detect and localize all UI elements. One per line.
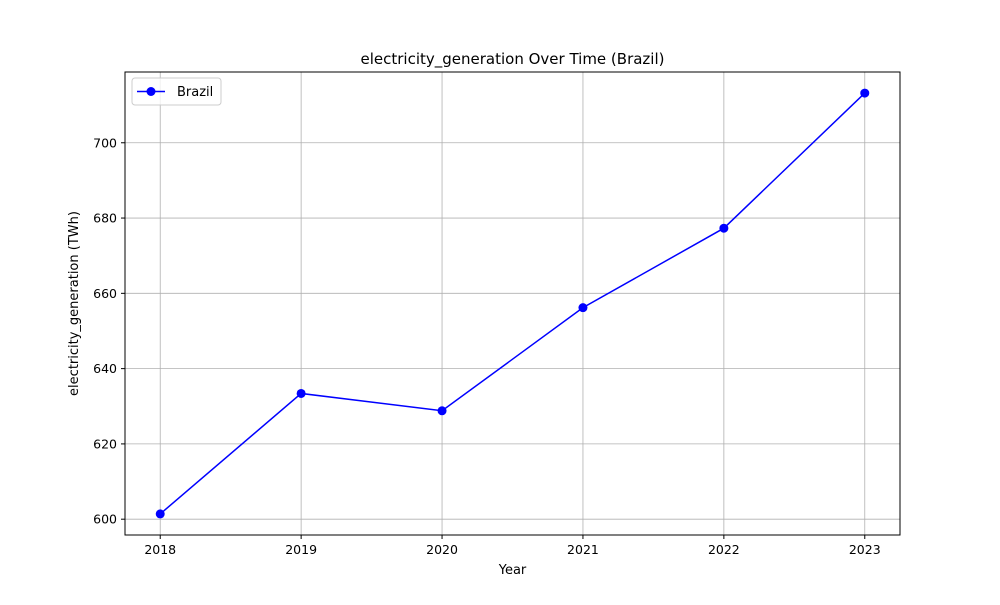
- legend-label-brazil: Brazil: [177, 85, 213, 100]
- x-tick-label: 2019: [285, 542, 317, 557]
- y-tick-label: 600: [93, 512, 117, 527]
- data-point-2021: [578, 303, 588, 313]
- grid-lines: [125, 72, 900, 535]
- y-axis-label: electricity_generation (TWh): [67, 211, 82, 396]
- x-tick-label: 2018: [144, 542, 176, 557]
- x-axis-label: Year: [498, 563, 527, 578]
- series-layer: [155, 88, 870, 519]
- chart-title: electricity_generation Over Time (Brazil…: [361, 50, 665, 69]
- y-tick-label: 640: [93, 361, 117, 376]
- data-point-2018: [155, 509, 165, 519]
- x-tick-label: 2022: [708, 542, 740, 557]
- x-tick-label: 2020: [426, 542, 458, 557]
- series-line-brazil: [159, 92, 866, 515]
- plot-area-frame: [124, 71, 901, 536]
- data-point-2019: [296, 388, 306, 398]
- y-tick-label: 620: [93, 436, 117, 451]
- legend-marker-swatch: [146, 87, 156, 96]
- data-point-2023: [860, 88, 870, 98]
- data-point-2022: [719, 223, 729, 233]
- x-tick-label: 2021: [567, 542, 599, 557]
- x-tick-label: 2023: [849, 542, 881, 557]
- y-axis-ticks: 600 620 640 660 680 700: [93, 135, 125, 527]
- y-tick-label: 700: [93, 135, 117, 150]
- y-tick-label: 660: [93, 286, 117, 301]
- x-axis-ticks: 2018 2019 2020 2021 2022 2023: [144, 535, 881, 557]
- data-point-2020: [437, 406, 447, 416]
- legend-box: [131, 77, 222, 106]
- legend: Brazil: [131, 77, 222, 106]
- y-tick-label: 680: [93, 211, 117, 226]
